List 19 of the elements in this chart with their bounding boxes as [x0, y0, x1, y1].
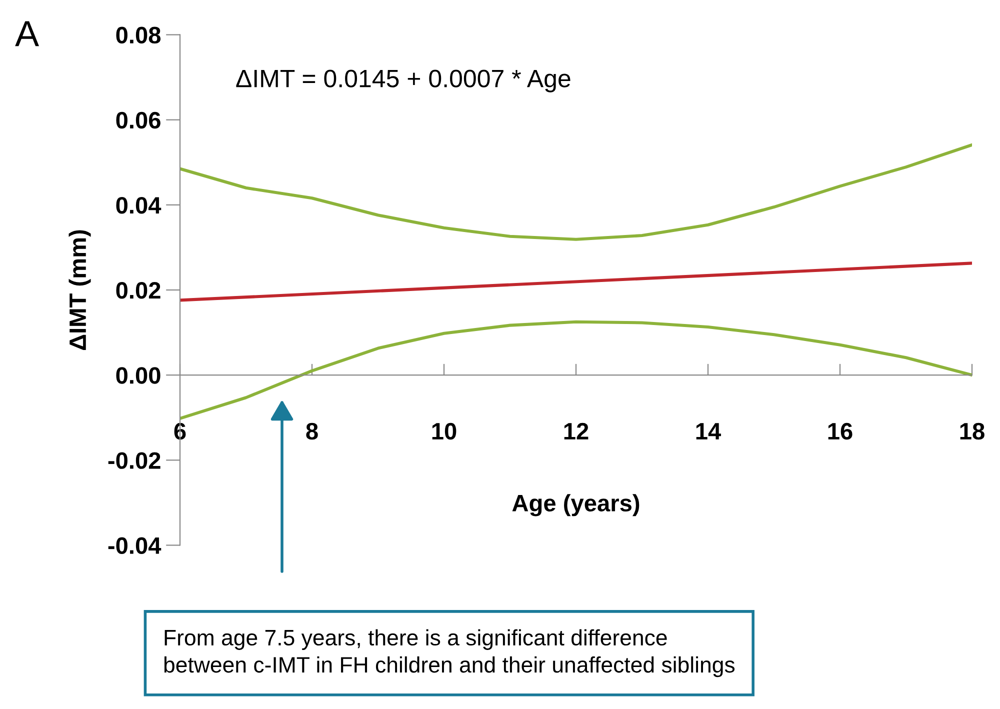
- line-series: [180, 143, 972, 241]
- y-tick-label: 0.08: [116, 26, 161, 44]
- text: From age 7.5 years, there is a significant difference between c-IMT in FH children and their unaffected siblings: [164, 629, 735, 678]
- annotation: ΔIMT = 0.0145 + 0.0007 * Age: [236, 70, 570, 92]
- y-tick-label: 0.06: [116, 112, 160, 129]
- x-tick-label: 18: [960, 422, 984, 440]
- chart-title: A: [15, 21, 40, 46]
- x-tick-label: 10: [432, 422, 456, 440]
- y-tick-label: -0.04: [108, 537, 162, 554]
- y-axis-title: ΔIMT (mm): [68, 230, 91, 350]
- y-tick-label: -0.02: [108, 452, 160, 469]
- y-tick-label: 0.04: [116, 196, 162, 214]
- y-tick-label: 0.00: [116, 367, 160, 384]
- x-axis-title: Age (years): [512, 494, 640, 516]
- x-tick-label: 16: [828, 422, 852, 440]
- x-tick-label: 8: [306, 422, 318, 440]
- x-tick-label: 12: [564, 422, 588, 440]
- x-tick-label: 14: [696, 423, 722, 440]
- y-tick-label: 0.02: [116, 282, 160, 299]
